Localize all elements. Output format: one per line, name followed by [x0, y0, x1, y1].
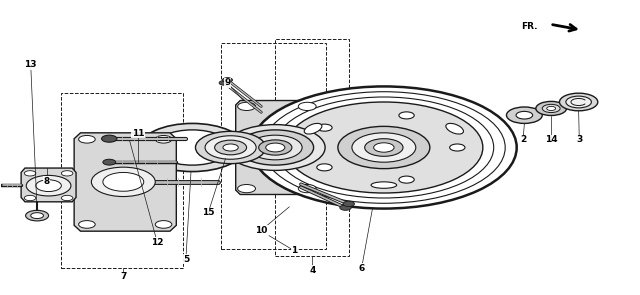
Circle shape: [399, 176, 414, 183]
Text: 1: 1: [291, 246, 298, 255]
Text: 9: 9: [224, 78, 230, 87]
Circle shape: [79, 221, 95, 228]
Circle shape: [542, 104, 560, 113]
Text: 14: 14: [545, 135, 557, 144]
Text: 6: 6: [358, 264, 365, 273]
Circle shape: [237, 102, 255, 111]
Circle shape: [237, 130, 314, 165]
Polygon shape: [236, 101, 317, 194]
Text: FR.: FR.: [520, 22, 537, 31]
Circle shape: [399, 112, 414, 119]
Text: 10: 10: [255, 226, 268, 235]
Circle shape: [506, 107, 542, 123]
Circle shape: [79, 135, 95, 143]
Circle shape: [102, 135, 117, 142]
Text: 8: 8: [44, 177, 50, 186]
Circle shape: [298, 102, 316, 111]
Circle shape: [92, 167, 156, 196]
Text: 13: 13: [24, 60, 37, 69]
Circle shape: [156, 135, 172, 143]
Circle shape: [156, 221, 172, 228]
Polygon shape: [21, 168, 76, 202]
Circle shape: [103, 159, 116, 165]
Circle shape: [225, 124, 325, 171]
Circle shape: [536, 101, 566, 116]
Circle shape: [237, 184, 255, 193]
Text: 15: 15: [202, 208, 214, 217]
Circle shape: [285, 102, 483, 193]
Circle shape: [61, 171, 73, 176]
Circle shape: [195, 131, 266, 164]
Text: 12: 12: [151, 237, 163, 247]
Circle shape: [450, 144, 465, 151]
Circle shape: [317, 124, 332, 131]
Circle shape: [259, 140, 292, 155]
Text: 7: 7: [120, 272, 127, 281]
Text: 11: 11: [132, 129, 144, 138]
Circle shape: [317, 164, 332, 171]
Circle shape: [214, 140, 246, 155]
Circle shape: [205, 136, 256, 159]
Text: 3: 3: [576, 135, 582, 144]
Circle shape: [223, 144, 238, 151]
Circle shape: [547, 106, 556, 111]
Circle shape: [559, 93, 598, 111]
Ellipse shape: [304, 123, 322, 134]
Ellipse shape: [371, 182, 397, 188]
Circle shape: [352, 133, 416, 162]
Circle shape: [140, 123, 244, 172]
Circle shape: [248, 135, 302, 160]
Circle shape: [36, 180, 61, 191]
Circle shape: [154, 130, 230, 165]
Circle shape: [566, 96, 591, 108]
Circle shape: [365, 139, 403, 156]
Circle shape: [343, 201, 355, 206]
Circle shape: [24, 195, 36, 201]
Circle shape: [61, 195, 73, 201]
Circle shape: [340, 205, 351, 210]
Circle shape: [251, 86, 516, 209]
Circle shape: [222, 78, 232, 82]
Text: 4: 4: [309, 266, 316, 275]
Circle shape: [219, 81, 229, 85]
Ellipse shape: [446, 123, 463, 134]
Polygon shape: [74, 133, 176, 231]
Circle shape: [26, 176, 71, 196]
Text: 5: 5: [183, 255, 189, 263]
Circle shape: [374, 143, 394, 152]
Circle shape: [31, 213, 44, 219]
Circle shape: [24, 171, 36, 176]
Circle shape: [266, 143, 285, 152]
Circle shape: [298, 184, 316, 193]
Text: 2: 2: [520, 135, 526, 144]
Circle shape: [338, 126, 430, 169]
Circle shape: [516, 112, 532, 119]
Circle shape: [26, 210, 49, 221]
Circle shape: [103, 173, 144, 191]
